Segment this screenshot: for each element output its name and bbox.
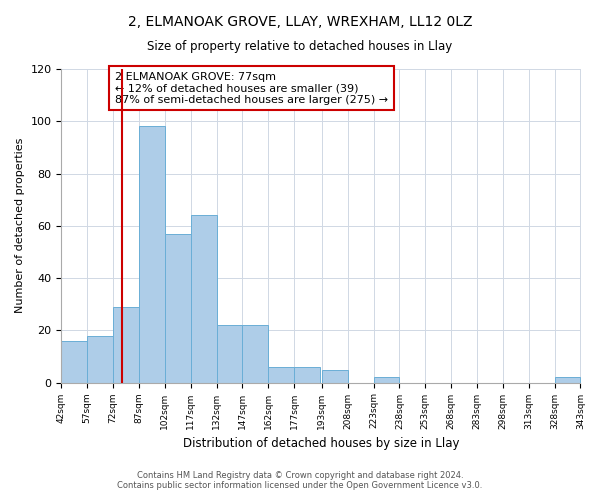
Bar: [191, 216, 217, 382]
Bar: [374, 378, 400, 382]
Bar: [165, 234, 191, 382]
Bar: [294, 367, 320, 382]
Y-axis label: Number of detached properties: Number of detached properties: [15, 138, 25, 314]
Bar: [554, 378, 580, 382]
Bar: [87, 336, 113, 382]
Bar: [139, 126, 165, 382]
Bar: [61, 341, 87, 382]
X-axis label: Distribution of detached houses by size in Llay: Distribution of detached houses by size …: [183, 437, 459, 450]
Text: Contains HM Land Registry data © Crown copyright and database right 2024.
Contai: Contains HM Land Registry data © Crown c…: [118, 470, 482, 490]
Text: 2 ELMANOAK GROVE: 77sqm
← 12% of detached houses are smaller (39)
87% of semi-de: 2 ELMANOAK GROVE: 77sqm ← 12% of detache…: [115, 72, 388, 105]
Bar: [217, 325, 242, 382]
Bar: [268, 367, 294, 382]
Bar: [242, 325, 268, 382]
Bar: [322, 370, 347, 382]
Text: 2, ELMANOAK GROVE, LLAY, WREXHAM, LL12 0LZ: 2, ELMANOAK GROVE, LLAY, WREXHAM, LL12 0…: [128, 15, 472, 29]
Bar: [113, 307, 139, 382]
Text: Size of property relative to detached houses in Llay: Size of property relative to detached ho…: [148, 40, 452, 53]
